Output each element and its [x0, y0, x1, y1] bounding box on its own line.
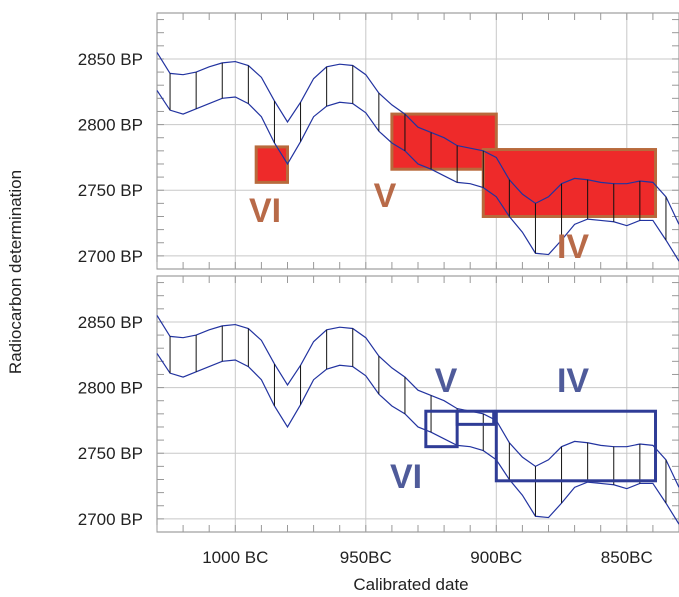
phase-box-V: [390, 112, 498, 171]
y-tick-label: 2750 BP: [78, 444, 143, 463]
y-tick-label: 2800 BP: [78, 116, 143, 135]
phase-box-V: [455, 409, 496, 426]
phase-box-IV: [494, 409, 658, 483]
phase-label-V: V: [435, 362, 458, 400]
phase-label-V: V: [374, 177, 397, 215]
curve-lower-bottom: [156, 353, 679, 525]
x-axis-title: Calibrated date: [353, 575, 468, 594]
x-tick-label: 850BC: [601, 548, 653, 567]
curve-upper-bottom: [156, 315, 679, 488]
y-tick-label: 2800 BP: [78, 379, 143, 398]
phase-box-VI: [424, 409, 459, 449]
y-tick-label: 2700 BP: [78, 247, 143, 266]
y-tick-label: 2850 BP: [78, 313, 143, 332]
phase-label-VI: VI: [249, 192, 281, 230]
tick-labels: 2850 BP 2800 BP 2750 BP 2700 BP 2850 BP 2800 …: [78, 50, 653, 567]
y-tick-label: 2750 BP: [78, 181, 143, 200]
curve-lower-top: [156, 90, 679, 262]
bottom-phase-boxes: [424, 409, 658, 483]
y-tick-label: 2850 BP: [78, 50, 143, 69]
phase-box-VI: [254, 145, 289, 184]
phase-label-VI: VI: [390, 458, 422, 496]
y-tick-label: 2700 BP: [78, 510, 143, 529]
curve-upper-top: [156, 52, 679, 225]
phase-label-IV: IV: [557, 228, 589, 266]
x-tick-label: 1000 BC: [202, 548, 268, 567]
grid-layer: [156, 13, 679, 532]
x-tick-label: 950BC: [340, 548, 392, 567]
top-phase-boxes: [254, 112, 658, 218]
y-axis-title: Radiocarbon determination: [6, 170, 25, 374]
phase-label-IV: IV: [557, 362, 589, 400]
x-tick-label: 900BC: [470, 548, 522, 567]
